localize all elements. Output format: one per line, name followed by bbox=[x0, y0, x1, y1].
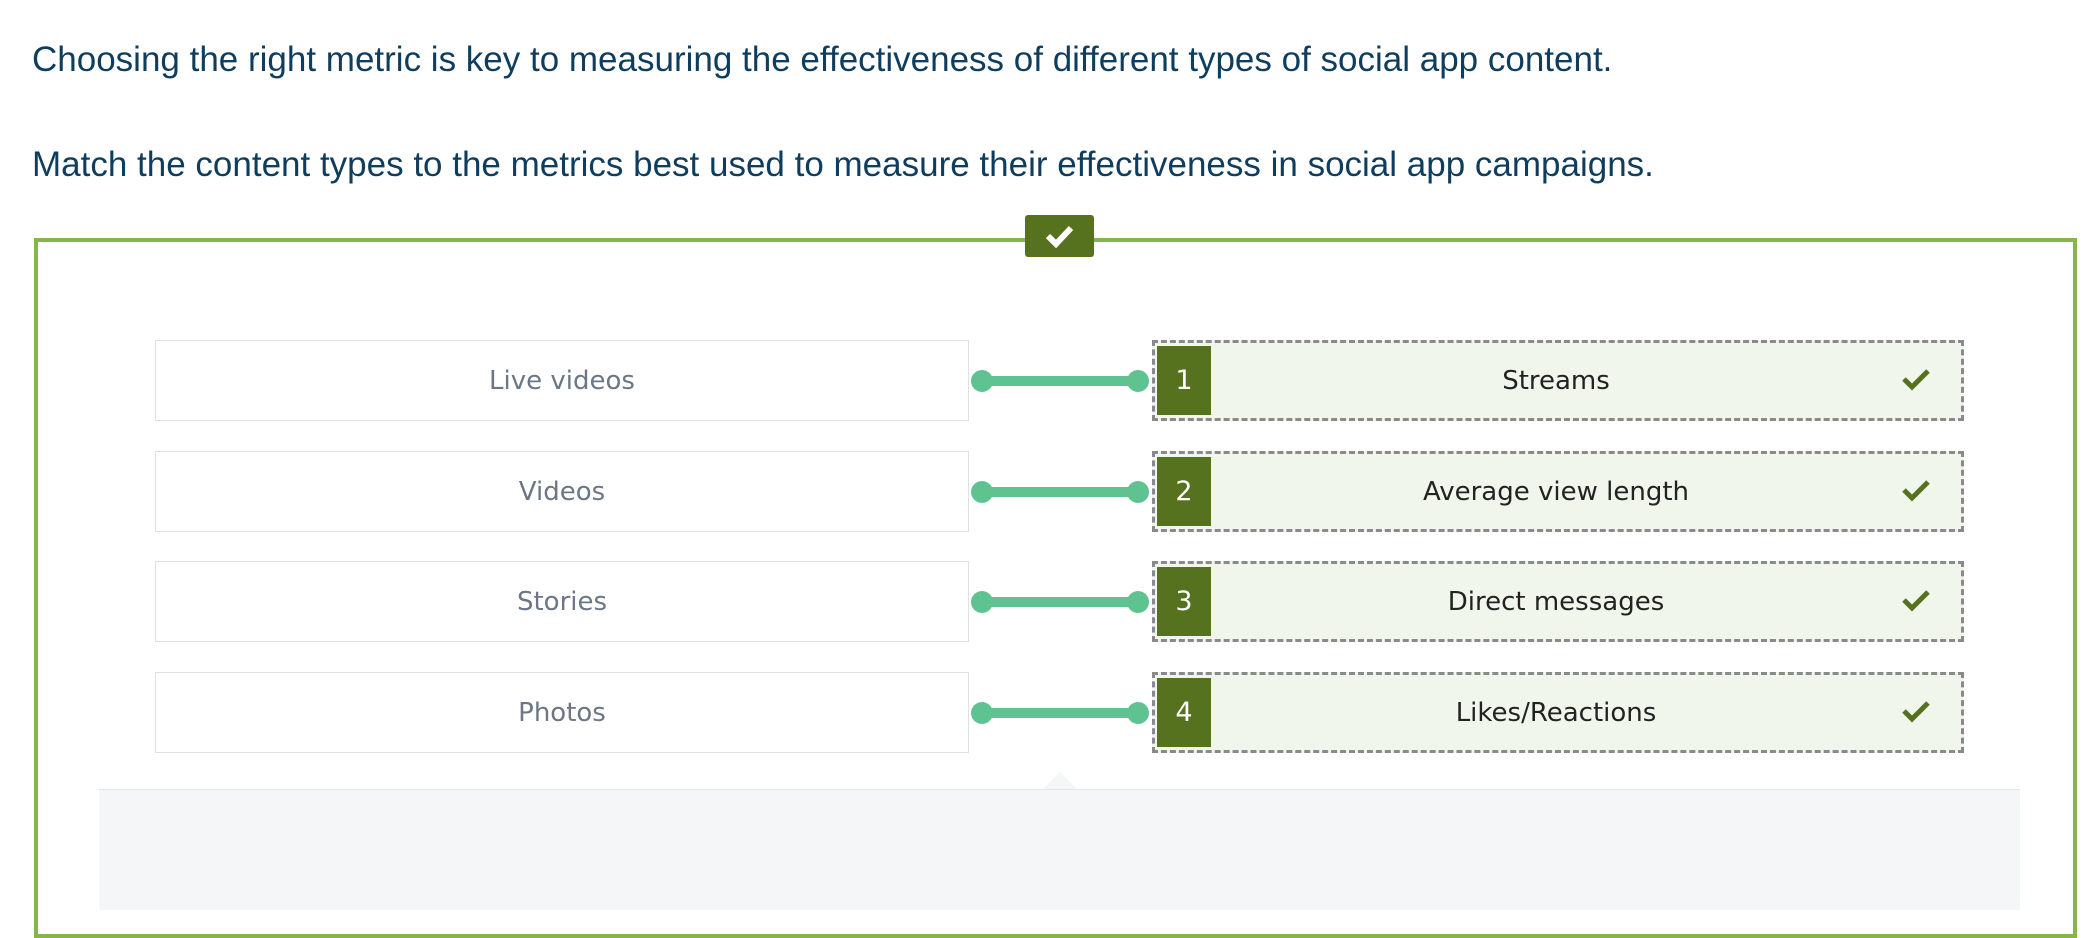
intro-text: Choosing the right metric is key to meas… bbox=[32, 40, 1613, 79]
correct-badge bbox=[1025, 215, 1094, 257]
metric-label: Likes/Reactions bbox=[1455, 697, 1657, 728]
content-item[interactable]: Photos bbox=[155, 672, 969, 753]
connector bbox=[971, 702, 1149, 724]
content-item[interactable]: Videos bbox=[155, 451, 969, 532]
metric-label: Direct messages bbox=[1447, 586, 1665, 617]
match-number: 2 bbox=[1157, 457, 1211, 526]
metric-item[interactable]: 1 Streams bbox=[1152, 340, 1964, 421]
correct-tick bbox=[1901, 699, 1961, 727]
connector bbox=[971, 370, 1149, 392]
connector bbox=[971, 481, 1149, 503]
correct-tick bbox=[1901, 367, 1961, 395]
feedback-panel bbox=[99, 789, 2020, 910]
metric-item[interactable]: 4 Likes/Reactions bbox=[1152, 672, 1964, 753]
content-item[interactable]: Live videos bbox=[155, 340, 969, 421]
metric-item[interactable]: 2 Average view length bbox=[1152, 451, 1964, 532]
correct-tick bbox=[1901, 478, 1961, 506]
metric-item[interactable]: 3 Direct messages bbox=[1152, 561, 1964, 642]
metric-label: Average view length bbox=[1422, 476, 1690, 507]
match-number: 1 bbox=[1157, 346, 1211, 415]
content-item[interactable]: Stories bbox=[155, 561, 969, 642]
instruction-text: Match the content types to the metrics b… bbox=[32, 145, 1654, 184]
check-icon bbox=[1045, 225, 1074, 249]
panel-notch bbox=[1042, 772, 1078, 790]
match-number: 4 bbox=[1157, 678, 1211, 747]
page: Choosing the right metric is key to meas… bbox=[32, 40, 2077, 938]
metric-label: Streams bbox=[1502, 365, 1610, 396]
match-number: 3 bbox=[1157, 567, 1211, 636]
connector bbox=[971, 591, 1149, 613]
correct-tick bbox=[1901, 588, 1961, 616]
